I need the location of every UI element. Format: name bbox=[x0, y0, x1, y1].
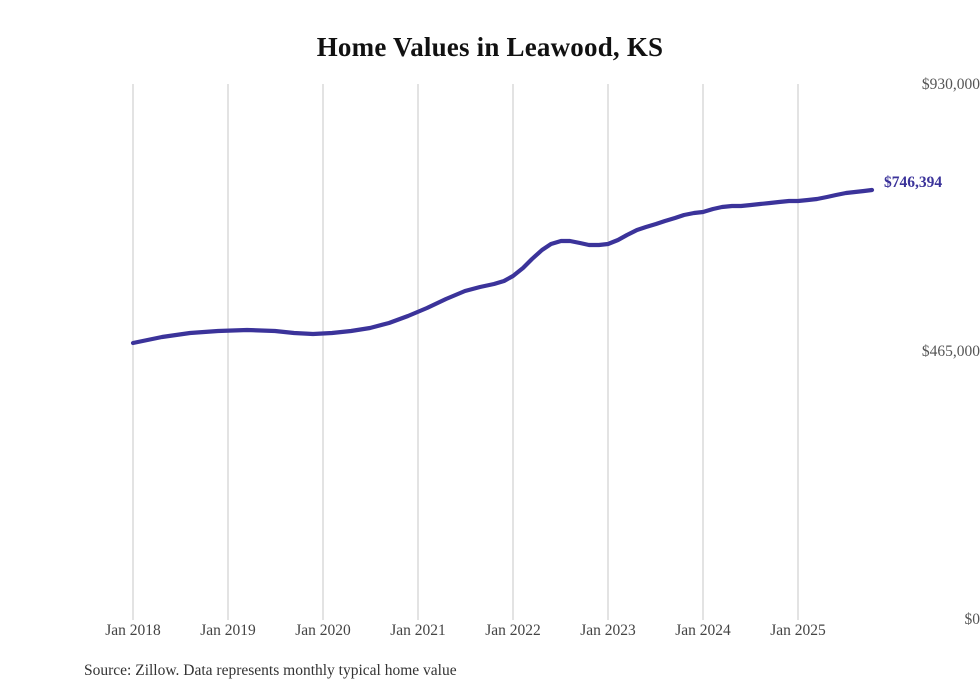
x-axis-tick-label-jan-2020: Jan 2020 bbox=[295, 622, 351, 639]
y-axis-tick-label-465000: $465,000 bbox=[921, 343, 980, 360]
y-axis-tick-label-930000: $930,000 bbox=[921, 76, 980, 93]
x-axis-tick-label-jan-2024: Jan 2024 bbox=[675, 622, 731, 639]
x-axis-tick-label-jan-2025: Jan 2025 bbox=[770, 622, 826, 639]
chart-title: Home Values in Leawood, KS bbox=[316, 32, 664, 62]
x-axis-tick-label-jan-2019: Jan 2019 bbox=[200, 622, 256, 639]
x-axis-tick-label-jan-2022: Jan 2022 bbox=[485, 622, 541, 639]
x-axis-tick-label-jan-2023: Jan 2023 bbox=[580, 622, 636, 639]
series-end-value-label: $746,394 bbox=[884, 174, 943, 191]
x-axis-tick-label-jan-2018: Jan 2018 bbox=[105, 622, 161, 639]
y-axis-tick-label-0: $0 bbox=[964, 611, 980, 628]
gridlines bbox=[132, 84, 799, 620]
series-line-typical-home-value bbox=[130, 187, 875, 346]
x-axis-tick-label-jan-2021: Jan 2021 bbox=[390, 622, 446, 639]
source-note: Source: Zillow. Data represents monthly … bbox=[84, 662, 457, 679]
